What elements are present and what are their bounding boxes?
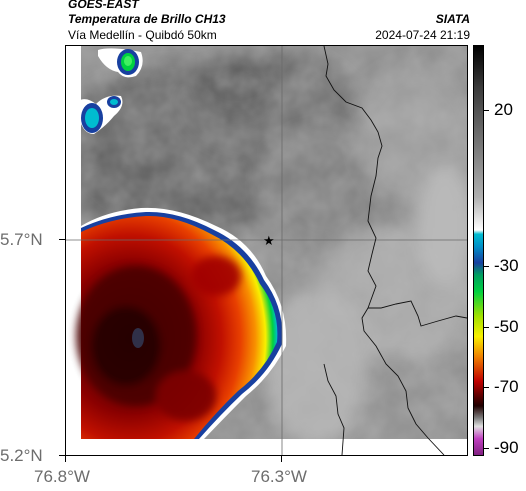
lat-tick-2 xyxy=(59,455,65,456)
satellite-name: GOES-EAST xyxy=(68,0,139,11)
cold-cloud-cell-2 xyxy=(78,95,123,134)
colorbar-label-20: 20 xyxy=(494,100,513,119)
source-label: SIATA xyxy=(435,12,470,26)
lon-label-2: 76.3°W xyxy=(251,467,307,486)
cold-cloud-cell-1 xyxy=(98,48,143,78)
lat-label-2: 5.2°N xyxy=(0,446,43,465)
temperature-colorbar xyxy=(473,45,484,456)
lon-tick-1 xyxy=(65,456,66,462)
cb-tick-20 xyxy=(484,110,489,111)
colorbar-label-m70: -70 xyxy=(494,377,519,396)
cb-tick-m30 xyxy=(484,266,489,267)
cb-tick-m70 xyxy=(484,387,489,388)
product-title: Temperatura de Brillo CH13 xyxy=(68,12,226,26)
colorbar-label-m90: -90 xyxy=(494,438,519,457)
lat-tick-1 xyxy=(59,239,65,240)
satellite-map[interactable]: ★ xyxy=(65,45,468,456)
convective-storm xyxy=(76,207,287,439)
colorbar-label-m30: -30 xyxy=(494,256,519,275)
region-subtitle: Vía Medellín - Quibdó 50km xyxy=(68,28,217,42)
boundary-line xyxy=(323,46,467,327)
datetime-label: 2024-07-24 21:19 xyxy=(375,28,470,42)
colorbar-label-m50: -50 xyxy=(494,317,519,336)
cb-tick-m50 xyxy=(484,327,489,328)
lat-label-1: 5.7°N xyxy=(0,230,43,249)
lon-tick-2 xyxy=(281,456,282,462)
star-icon: ★ xyxy=(263,234,275,249)
lon-label-1: 76.8°W xyxy=(34,467,90,486)
cb-tick-m90 xyxy=(484,448,489,449)
